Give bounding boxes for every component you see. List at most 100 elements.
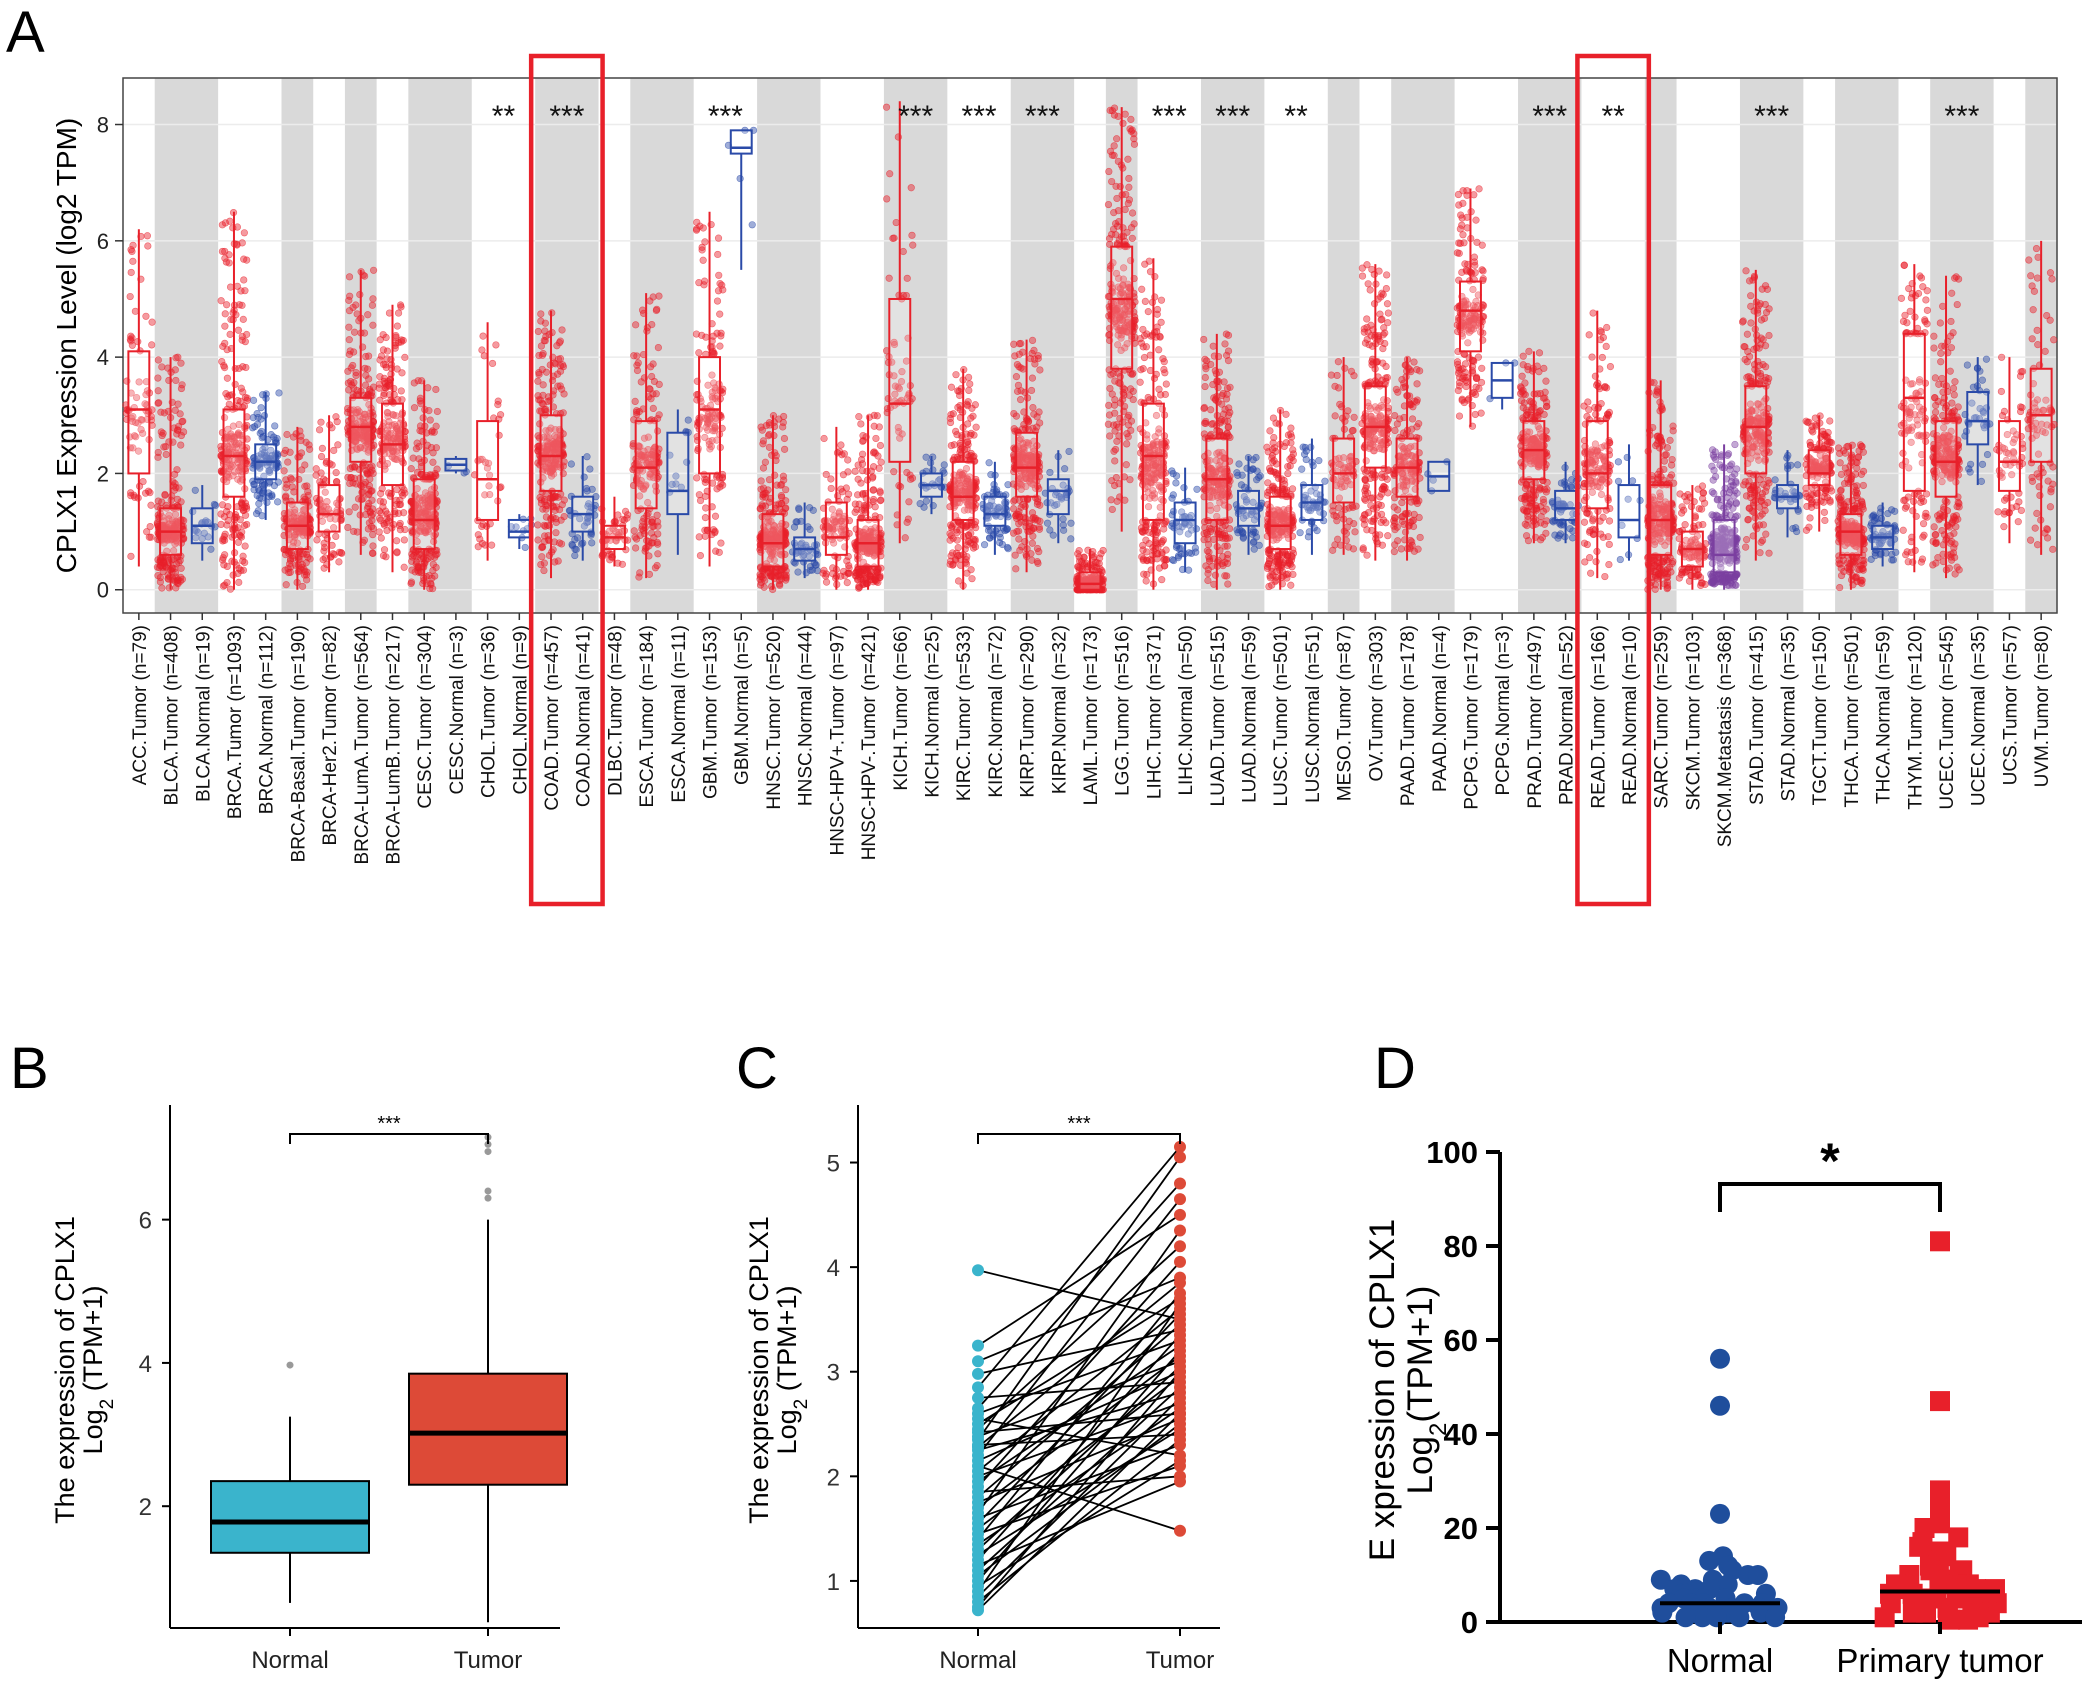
a-sample-point (1127, 426, 1135, 435)
a-sample-point (1027, 386, 1036, 395)
a-sample-point (494, 400, 502, 409)
a-sample-point (239, 388, 247, 396)
a-sample-point (177, 359, 185, 367)
a-sample-point (1119, 119, 1127, 128)
a-sample-point (369, 295, 377, 303)
a-sample-point (363, 504, 372, 512)
a-sample-point (154, 387, 162, 395)
a-sample-point (558, 385, 566, 393)
a-sample-point (345, 296, 353, 304)
a-sample-point (400, 509, 408, 517)
a-sample-point (556, 355, 565, 363)
a-sample-point (147, 533, 155, 541)
a-sample-point (619, 515, 627, 523)
a-sample-point (419, 414, 427, 422)
a-sample-point (554, 493, 562, 501)
a-sample-point (765, 498, 773, 506)
a-sample-point (1016, 396, 1025, 404)
a-box (1173, 501, 1197, 545)
a-sample-point (154, 399, 162, 407)
a-sample-point (1104, 200, 1113, 209)
a-sample-point (134, 338, 142, 346)
a-sample-point (146, 523, 154, 531)
a-sample-point (1146, 396, 1154, 404)
a-sample-point (210, 500, 218, 509)
a-x-tick-label: CHOL.Tumor (n=36) (479, 625, 500, 798)
a-sample-point (414, 468, 422, 476)
a-sample-point (535, 396, 543, 404)
a-sample-point (220, 362, 228, 370)
a-sample-point (1209, 342, 1217, 350)
a-sample-point (655, 411, 663, 419)
a-sample-point (827, 484, 835, 493)
a-sample-point (1029, 513, 1038, 522)
a-sample-point (1155, 385, 1163, 393)
a-sample-point (552, 529, 560, 537)
a-sample-point (286, 448, 294, 456)
a-sample-point (875, 464, 883, 472)
a-sample-point (369, 266, 378, 274)
a-sample-point (558, 326, 566, 334)
a-sample-point (1105, 234, 1114, 243)
a-sample-point (401, 489, 409, 497)
a-sample-point (172, 537, 180, 545)
a-x-tick-label: BRCA.Tumor (n=1093) (225, 625, 246, 819)
a-sample-point (317, 452, 326, 461)
a-sample-point (692, 226, 701, 234)
a-sample-point (1160, 358, 1168, 366)
a-sample-point (1144, 308, 1152, 316)
a-sample-point (1107, 371, 1115, 379)
a-sample-point (344, 523, 352, 532)
a-sample-point (398, 396, 406, 404)
a-sample-point (1119, 224, 1127, 232)
a-sample-point (351, 503, 359, 511)
a-sample-point (432, 385, 440, 394)
group-band-coad (535, 78, 599, 613)
a-sample-point (1168, 494, 1176, 502)
a-sample-point (538, 553, 546, 561)
a-sample-point (368, 301, 377, 309)
a-sample-point (1114, 112, 1122, 120)
a-sample-point (908, 474, 917, 482)
a-sample-point (958, 432, 966, 440)
a-box (317, 484, 341, 533)
a-sample-point (1012, 373, 1021, 381)
a-sample-point (346, 479, 354, 488)
a-sample-point (233, 282, 241, 290)
a-sample-point (397, 303, 405, 311)
a-sample-point (345, 273, 354, 281)
a-sample-point (1060, 526, 1068, 534)
a-box (729, 129, 753, 155)
a-sample-point (534, 521, 542, 529)
a-sample-point (903, 518, 911, 526)
a-sample-point (985, 459, 993, 467)
a-sample-point (883, 195, 891, 203)
a-sample-point (350, 379, 358, 387)
a-sample-point (908, 231, 916, 239)
a-sample-point (621, 507, 630, 515)
a-sample-point (1061, 465, 1069, 473)
a-sample-point (365, 375, 373, 383)
a-sample-point (249, 414, 257, 422)
a-sample-point (558, 501, 566, 509)
a-sample-point (583, 453, 591, 461)
a-sample-point (237, 397, 245, 405)
a-sample-point (1129, 395, 1137, 404)
a-sample-point (1159, 536, 1168, 544)
a-sample-point (1106, 106, 1114, 115)
a-sample-point (226, 217, 234, 225)
a-sample-point (428, 574, 436, 582)
a-box (666, 431, 690, 516)
a-sample-point (432, 422, 440, 430)
a-sample-point (1223, 542, 1231, 550)
a-sample-point (165, 584, 173, 592)
a-sample-point (492, 341, 500, 349)
a-sample-point (171, 406, 179, 414)
a-sample-point (947, 383, 956, 391)
a-sample-point (876, 487, 884, 495)
a-sample-point (239, 557, 247, 565)
a-sample-point (364, 311, 372, 319)
a-sample-point (429, 458, 437, 466)
a-sample-point (413, 439, 421, 447)
a-sample-point (1112, 473, 1120, 482)
